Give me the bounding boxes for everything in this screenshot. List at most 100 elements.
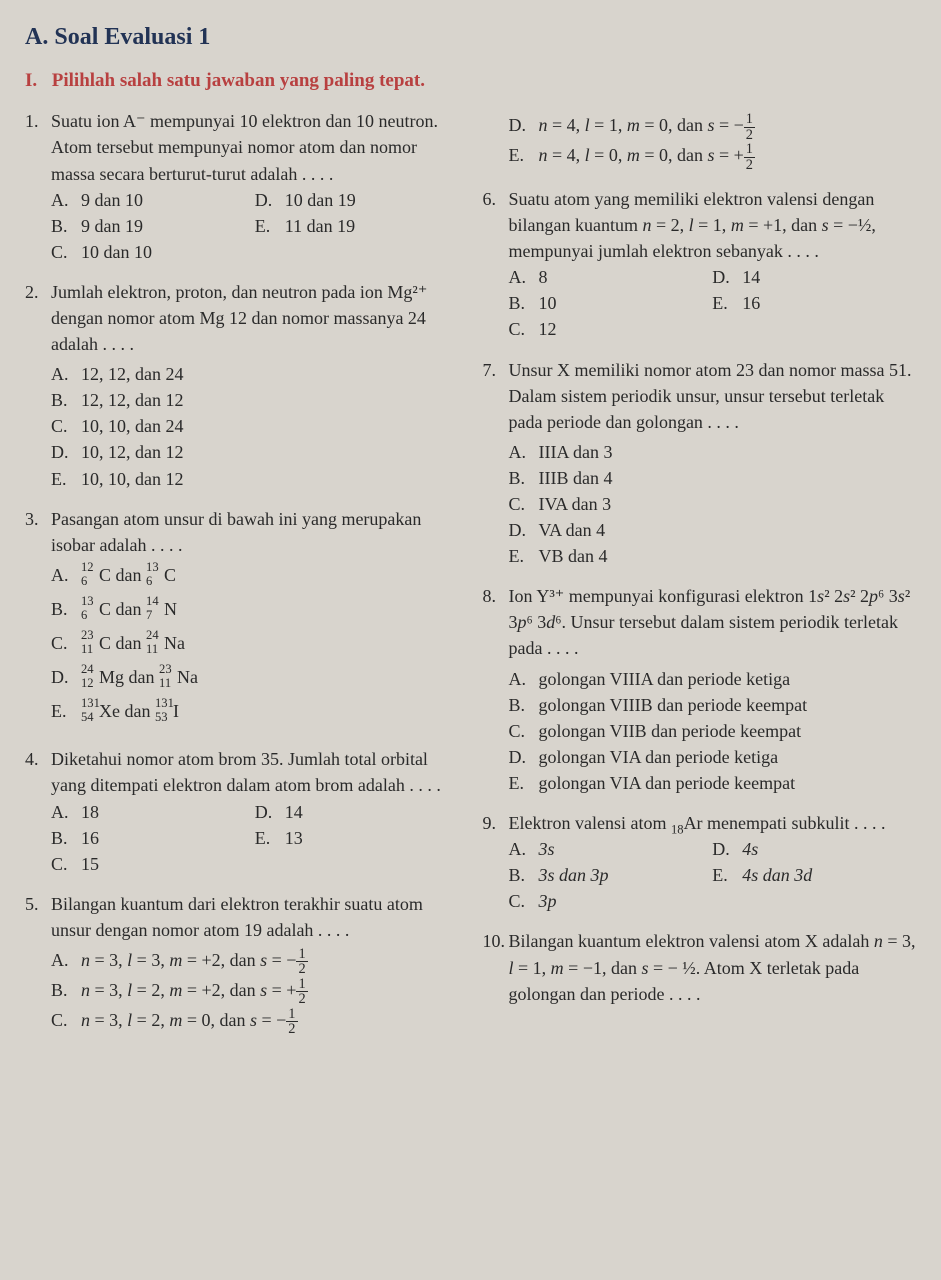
option-text: 10 bbox=[539, 290, 713, 316]
question-number: 5. bbox=[25, 891, 51, 917]
option-text: IIIA dan 3 bbox=[539, 439, 917, 465]
option-label: D. bbox=[51, 664, 81, 690]
section-header: A. Soal Evaluasi 1 bbox=[25, 20, 916, 55]
option: D.14 bbox=[255, 799, 459, 825]
option-label: B. bbox=[509, 290, 539, 316]
option: C.15 bbox=[51, 851, 255, 877]
option-label: D. bbox=[509, 744, 539, 770]
question-text: Diketahui nomor atom brom 35. Jumlah tot… bbox=[51, 746, 459, 798]
option-label: D. bbox=[712, 264, 742, 290]
option-text: golongan VIA dan periode ketiga bbox=[539, 744, 917, 770]
option-text: 3s dan 3p bbox=[539, 862, 713, 888]
option-text: 136C dan 147N bbox=[81, 596, 459, 622]
section-title-text: Soal Evaluasi 1 bbox=[54, 24, 210, 50]
question: 2.Jumlah elektron, proton, dan neutron p… bbox=[25, 279, 459, 492]
option-label: B. bbox=[51, 213, 81, 239]
option: D.14 bbox=[712, 264, 916, 290]
question-number: 9. bbox=[483, 810, 509, 836]
instruction-num: I. bbox=[25, 67, 47, 95]
option-label: A. bbox=[51, 799, 81, 825]
option-text: 10, 10, dan 12 bbox=[81, 466, 459, 492]
option-text: 13 bbox=[285, 825, 459, 851]
option: D.2412Mg dan 2311Na bbox=[51, 664, 459, 690]
option-label: C. bbox=[51, 630, 81, 656]
option: A.3s bbox=[509, 836, 713, 862]
option-text: golongan VIIIB dan periode keempat bbox=[539, 692, 917, 718]
option-label: C. bbox=[51, 1007, 81, 1033]
option: A.9 dan 10 bbox=[51, 187, 255, 213]
option: B.9 dan 19 bbox=[51, 213, 255, 239]
option-text: 18 bbox=[81, 799, 255, 825]
question-text: Pasangan atom unsur di bawah ini yang me… bbox=[51, 506, 459, 558]
option: B.n = 3, l = 2, m = +2, dan s = +12 bbox=[51, 977, 459, 1007]
option-text: 10, 10, dan 24 bbox=[81, 413, 459, 439]
question: 8.Ion Y³⁺ mempunyai konfigurasi elektron… bbox=[483, 583, 917, 796]
question: 6.Suatu atom yang memiliki elektron vale… bbox=[483, 186, 917, 343]
option: D.10, 12, dan 12 bbox=[51, 439, 459, 465]
option-text: 15 bbox=[81, 851, 255, 877]
option-text: 13154Xe dan 13153I bbox=[81, 698, 459, 724]
option-label: E. bbox=[509, 142, 539, 168]
option: C.10 dan 10 bbox=[51, 239, 255, 265]
right-column: D.n = 4, l = 1, m = 0, dan s = −12E.n = … bbox=[483, 108, 917, 1050]
option-text: 12, 12, dan 12 bbox=[81, 387, 459, 413]
option: C.golongan VIIB dan periode keempat bbox=[509, 718, 917, 744]
left-column: 1.Suatu ion A⁻ mempunyai 10 elektron dan… bbox=[25, 108, 459, 1050]
question-text: Unsur X memiliki nomor atom 23 dan nomor… bbox=[509, 357, 917, 435]
option-text: 2412Mg dan 2311Na bbox=[81, 664, 459, 690]
option-text: 10, 12, dan 12 bbox=[81, 439, 459, 465]
option-label: B. bbox=[509, 862, 539, 888]
option: E.golongan VIA dan periode keempat bbox=[509, 770, 917, 796]
option-text: 12, 12, dan 24 bbox=[81, 361, 459, 387]
option-label: C. bbox=[509, 491, 539, 517]
question: 9.Elektron valensi atom 18Ar menempati s… bbox=[483, 810, 917, 914]
question-number: 10. bbox=[483, 928, 509, 954]
option-label: C. bbox=[509, 718, 539, 744]
question-text: Jumlah elektron, proton, dan neutron pad… bbox=[51, 279, 459, 357]
option-label: C. bbox=[51, 413, 81, 439]
option-label: A. bbox=[509, 439, 539, 465]
content-columns: 1.Suatu ion A⁻ mempunyai 10 elektron dan… bbox=[25, 108, 916, 1050]
question-number: 7. bbox=[483, 357, 509, 383]
option: C.n = 3, l = 2, m = 0, dan s = −12 bbox=[51, 1007, 459, 1037]
option-label: A. bbox=[509, 836, 539, 862]
option-label: E. bbox=[712, 862, 742, 888]
option-text: IVA dan 3 bbox=[539, 491, 917, 517]
option: C.10, 10, dan 24 bbox=[51, 413, 459, 439]
option: E.10, 10, dan 12 bbox=[51, 466, 459, 492]
option: C.3p bbox=[509, 888, 713, 914]
option-text: 9 dan 19 bbox=[81, 213, 255, 239]
option: C.12 bbox=[509, 316, 713, 342]
option-label: B. bbox=[51, 387, 81, 413]
option-text: 16 bbox=[81, 825, 255, 851]
option-label: A. bbox=[51, 361, 81, 387]
option: E.13 bbox=[255, 825, 459, 851]
option-text: IIIB dan 4 bbox=[539, 465, 917, 491]
option-text: 10 dan 19 bbox=[285, 187, 459, 213]
option: D.n = 4, l = 1, m = 0, dan s = −12 bbox=[509, 112, 917, 142]
option-label: D. bbox=[255, 187, 285, 213]
option-text: 2311C dan 2411Na bbox=[81, 630, 459, 656]
option: E.4s dan 3d bbox=[712, 862, 916, 888]
option-label: E. bbox=[51, 466, 81, 492]
option: B.golongan VIIIB dan periode keempat bbox=[509, 692, 917, 718]
option-text: 3s bbox=[539, 836, 713, 862]
option-label: A. bbox=[509, 666, 539, 692]
option-label: B. bbox=[509, 465, 539, 491]
question-text: Suatu atom yang memiliki elektron valens… bbox=[509, 186, 917, 264]
question: 1.Suatu ion A⁻ mempunyai 10 elektron dan… bbox=[25, 108, 459, 265]
option-text: n = 3, l = 3, m = +2, dan s = −12 bbox=[81, 947, 459, 977]
question-text: Elektron valensi atom 18Ar menempati sub… bbox=[509, 810, 917, 836]
option: A.n = 3, l = 3, m = +2, dan s = −12 bbox=[51, 947, 459, 977]
question-text: Suatu ion A⁻ mempunyai 10 elektron dan 1… bbox=[51, 108, 459, 186]
option-label: A. bbox=[51, 562, 81, 588]
option-text: n = 3, l = 2, m = 0, dan s = −12 bbox=[81, 1007, 459, 1037]
option-label: C. bbox=[51, 239, 81, 265]
option: A.8 bbox=[509, 264, 713, 290]
option-text: 126C dan 136C bbox=[81, 562, 459, 588]
option-text: golongan VIA dan periode keempat bbox=[539, 770, 917, 796]
option-label: E. bbox=[712, 290, 742, 316]
option-label: C. bbox=[509, 316, 539, 342]
option-text: golongan VIIB dan periode keempat bbox=[539, 718, 917, 744]
option-label: C. bbox=[51, 851, 81, 877]
